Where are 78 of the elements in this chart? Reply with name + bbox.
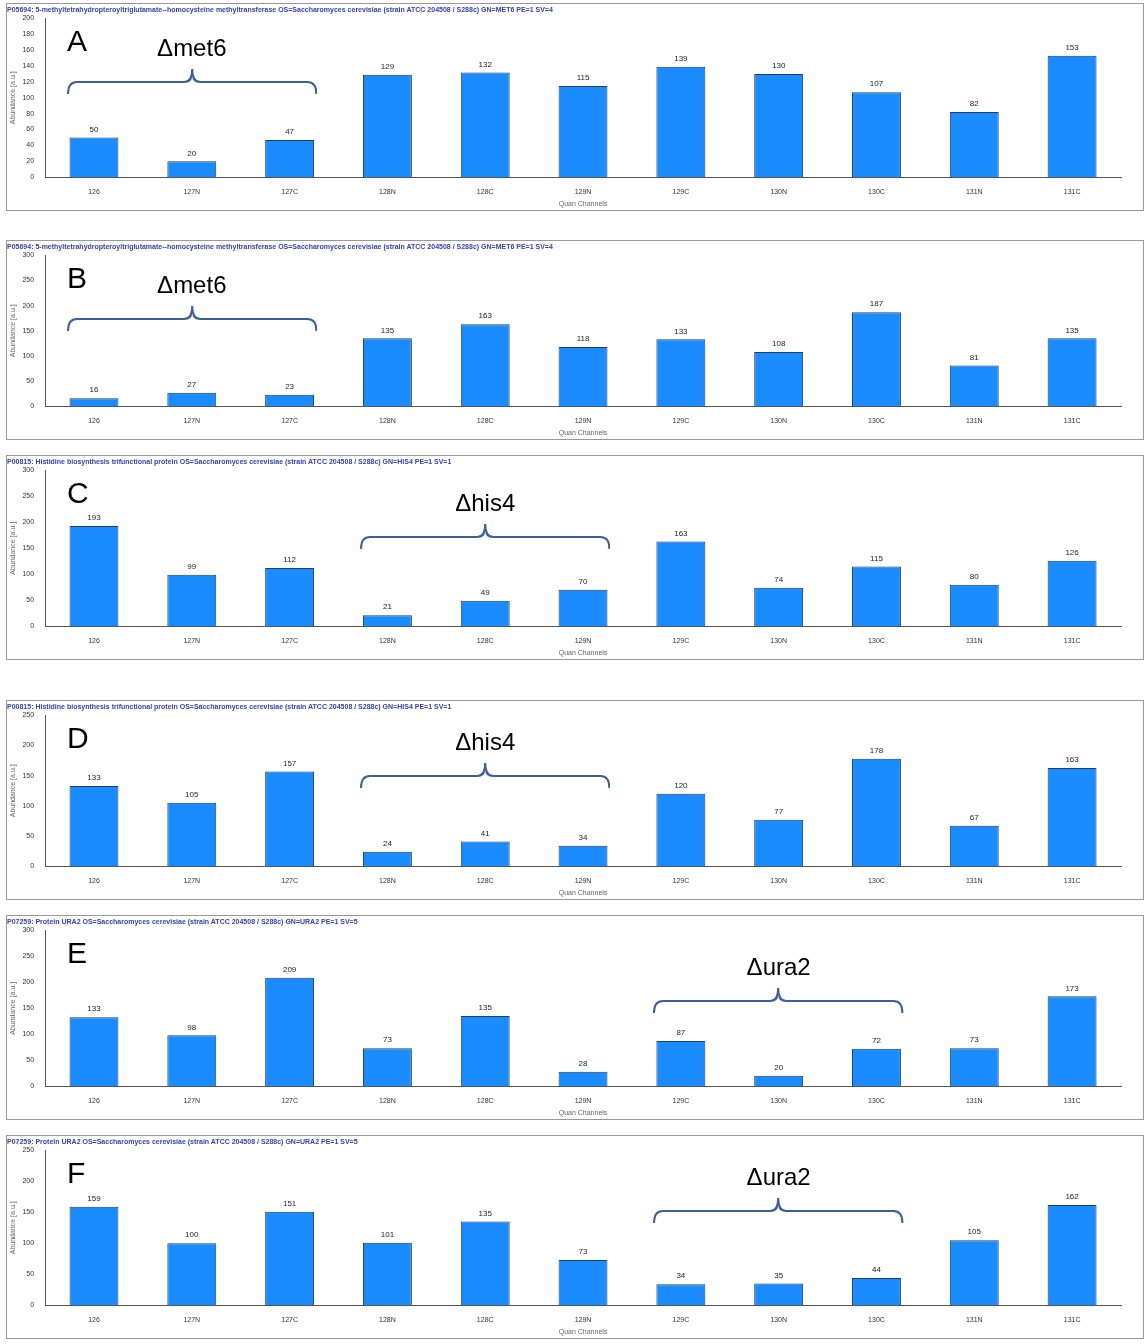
data-label: 44: [872, 1265, 882, 1275]
data-label: 27: [187, 379, 197, 389]
annotation: D: [67, 721, 89, 756]
data-label: 107: [869, 79, 884, 89]
data-label: 133: [87, 773, 102, 783]
data-label: 162: [1065, 1192, 1080, 1202]
data-label: 129: [380, 61, 395, 71]
data-label: 73: [969, 1035, 980, 1045]
data-label: 157: [282, 758, 297, 768]
data-label: 73: [578, 1247, 589, 1257]
data-label: 133: [674, 326, 689, 336]
data-label: 133: [87, 1004, 102, 1014]
annotation: C: [67, 476, 89, 511]
data-label: 163: [478, 311, 493, 321]
data-label: 135: [1065, 325, 1080, 335]
data-label: 118: [576, 334, 590, 344]
data-label: 115: [870, 553, 884, 563]
annotation: Δhis4: [454, 489, 517, 518]
annotation: Δmet6: [157, 270, 227, 298]
data-label: 135: [478, 1003, 493, 1013]
data-label: 80: [969, 571, 980, 581]
data-label: 209: [282, 964, 297, 974]
data-label: 34: [578, 832, 589, 842]
data-label: 21: [382, 602, 393, 612]
annotation: E: [67, 936, 88, 971]
data-label: 70: [578, 577, 589, 587]
data-label: 23: [285, 381, 295, 391]
annotation: Δmet6: [157, 33, 227, 61]
data-label: 193: [87, 513, 102, 523]
data-label: 34: [676, 1271, 686, 1281]
data-label: 49: [480, 587, 491, 597]
data-label: 98: [187, 1022, 197, 1032]
data-label: 163: [674, 528, 689, 538]
data-label: 101: [380, 1229, 395, 1239]
data-label: 41: [480, 828, 491, 838]
data-label: 126: [1065, 547, 1080, 557]
data-label: 67: [969, 812, 980, 822]
data-label: 120: [674, 781, 689, 791]
data-label: 105: [185, 790, 200, 800]
annotation: B: [67, 261, 88, 296]
annotation: F: [67, 1156, 86, 1191]
annotation: Δura2: [745, 952, 812, 981]
data-label: 74: [774, 574, 784, 584]
data-label: 151: [282, 1198, 297, 1208]
data-label: 73: [382, 1035, 393, 1045]
data-label: 35: [774, 1270, 784, 1280]
annotation: A: [67, 24, 88, 59]
data-label: 132: [478, 59, 493, 69]
data-label: 77: [774, 806, 784, 816]
data-label: 82: [969, 99, 980, 109]
data-label: 16: [89, 385, 99, 395]
data-label: 173: [1065, 983, 1080, 993]
data-label: 99: [187, 561, 197, 571]
data-label: 105: [967, 1227, 982, 1237]
data-label: 87: [676, 1028, 686, 1038]
data-label: 139: [674, 54, 689, 64]
data-label: 47: [285, 127, 295, 137]
data-label: 135: [380, 325, 395, 335]
data-label: 187: [869, 299, 884, 309]
data-label: 20: [774, 1063, 784, 1073]
data-label: 100: [185, 1230, 200, 1240]
data-label: 178: [869, 746, 884, 756]
annotation: Δhis4: [454, 727, 517, 756]
data-label: 28: [578, 1058, 589, 1068]
data-label: 108: [771, 339, 786, 349]
data-label: 81: [969, 352, 980, 362]
data-label: 115: [576, 73, 590, 83]
data-label: 112: [283, 555, 297, 565]
data-label: 72: [872, 1036, 882, 1046]
data-label: 159: [87, 1193, 102, 1203]
data-label: 163: [1065, 755, 1080, 765]
data-label: 135: [478, 1208, 493, 1218]
data-label: 130: [771, 61, 786, 71]
data-label: 20: [187, 148, 197, 158]
data-label: 50: [89, 124, 99, 134]
data-label: 24: [382, 838, 393, 848]
annotation: Δura2: [745, 1162, 812, 1191]
data-label: 153: [1065, 42, 1080, 52]
